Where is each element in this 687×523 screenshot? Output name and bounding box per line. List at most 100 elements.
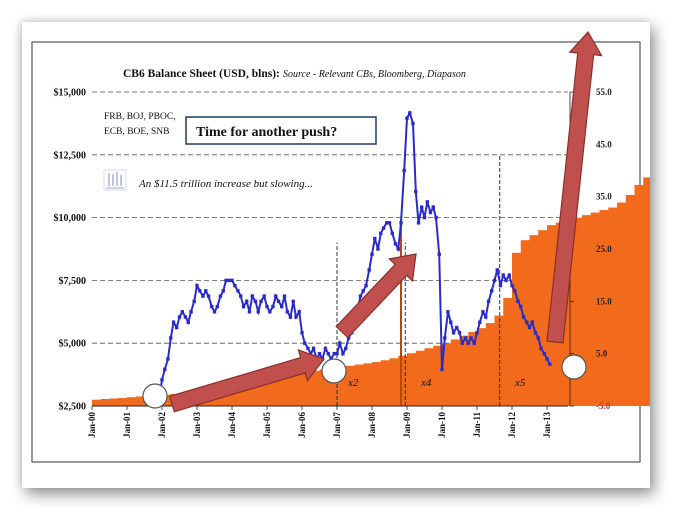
line-point — [306, 346, 310, 351]
line-point — [425, 200, 429, 204]
bar — [389, 358, 399, 406]
line-point — [177, 315, 182, 319]
line-point — [457, 331, 462, 335]
line-point — [233, 283, 237, 288]
line-point — [323, 346, 328, 351]
line-point — [490, 289, 494, 293]
line-point — [381, 226, 386, 230]
x-tick-label: Jan-01 — [122, 412, 132, 439]
bar — [302, 372, 312, 406]
bar — [599, 210, 609, 406]
line-point — [218, 294, 223, 298]
x-tick-label: Jan-00 — [87, 412, 97, 439]
bar — [625, 194, 635, 406]
line-point — [189, 310, 193, 314]
line-point — [206, 294, 211, 298]
line-point — [455, 325, 459, 330]
marker-circle-2002 — [142, 383, 168, 409]
line-point — [166, 357, 170, 361]
bar — [135, 396, 145, 406]
line-point — [230, 278, 234, 283]
callout-text: Time for another push? — [196, 125, 337, 140]
line-point — [527, 325, 532, 330]
line-point — [253, 299, 258, 304]
line-point — [373, 236, 377, 241]
line-point — [192, 299, 196, 304]
line-point — [495, 268, 499, 272]
bar — [363, 363, 373, 406]
chart-source: Source - Relevant CBs, Bloomberg, Diapas… — [283, 69, 466, 80]
line-point — [370, 252, 374, 256]
line-point — [268, 310, 272, 314]
line-point — [402, 168, 406, 173]
bar — [485, 323, 495, 406]
x-tick-label: Jan-03 — [192, 412, 202, 439]
line-point — [463, 336, 468, 340]
line-point — [437, 252, 441, 256]
line-point — [195, 283, 199, 288]
line-point — [469, 336, 473, 340]
left-axis: $2,500 $5,000 $7,500 $10,000 $12,500 $15,000 — [54, 88, 87, 413]
line-point — [492, 278, 497, 283]
line-point — [416, 221, 421, 225]
bar — [284, 374, 294, 406]
bar — [127, 397, 137, 406]
bar — [494, 315, 504, 406]
line-point — [259, 299, 263, 304]
y2-tick-label: 55.0 — [596, 87, 612, 97]
bar — [503, 297, 513, 406]
bar — [319, 369, 329, 406]
x-tick-label: Jan-04 — [227, 412, 237, 439]
line-point — [376, 247, 380, 251]
line-point — [285, 310, 289, 314]
line-point — [256, 310, 260, 314]
line-point — [542, 351, 546, 356]
bar — [258, 379, 268, 406]
line-point — [414, 189, 418, 194]
x-tick-label: Jan-09 — [402, 412, 412, 439]
line-point — [405, 116, 409, 120]
line-point — [525, 320, 529, 324]
line-point — [245, 299, 249, 304]
bar — [372, 362, 382, 406]
y-tick-label: $7,500 — [59, 276, 87, 287]
line-point — [250, 294, 254, 298]
y-tick-label: $10,000 — [54, 213, 87, 224]
bar — [477, 328, 487, 406]
marker-circle-2013 — [561, 354, 587, 380]
y2-tick-label: 25.0 — [596, 244, 612, 254]
line-point — [297, 310, 301, 314]
line-point — [379, 231, 383, 235]
bar — [582, 215, 592, 406]
line-point — [236, 289, 240, 293]
line-point — [338, 341, 342, 345]
line-point — [498, 283, 503, 288]
line-point — [507, 273, 511, 277]
y2-tick-label: 35.0 — [596, 192, 612, 202]
bar — [407, 353, 417, 406]
bar — [92, 399, 102, 406]
line-point — [431, 205, 435, 209]
x-tick-label: Jan-06 — [297, 412, 307, 439]
line-point — [399, 221, 403, 225]
bar-series — [92, 177, 650, 407]
diapason-logo — [103, 169, 127, 191]
line-point — [358, 294, 363, 298]
arrow-2013-up — [546, 30, 603, 344]
line-point — [385, 221, 389, 225]
y2-tick-label: 45.0 — [596, 139, 612, 149]
chart-title: CB6 Balance Sheet (USD, blns): — [123, 68, 280, 80]
multiplier-x5: x5 — [514, 377, 526, 389]
bar — [275, 375, 285, 406]
bar — [223, 387, 233, 406]
bar — [293, 373, 303, 406]
line-point — [311, 346, 316, 351]
bar — [380, 360, 390, 406]
line-point — [420, 205, 424, 209]
line-point — [440, 367, 444, 372]
bar — [328, 368, 338, 406]
bar — [617, 202, 627, 406]
bar — [529, 235, 539, 406]
callout-box — [185, 116, 377, 145]
central-banks-line-2: ECB, BOE, SNB — [104, 127, 169, 137]
